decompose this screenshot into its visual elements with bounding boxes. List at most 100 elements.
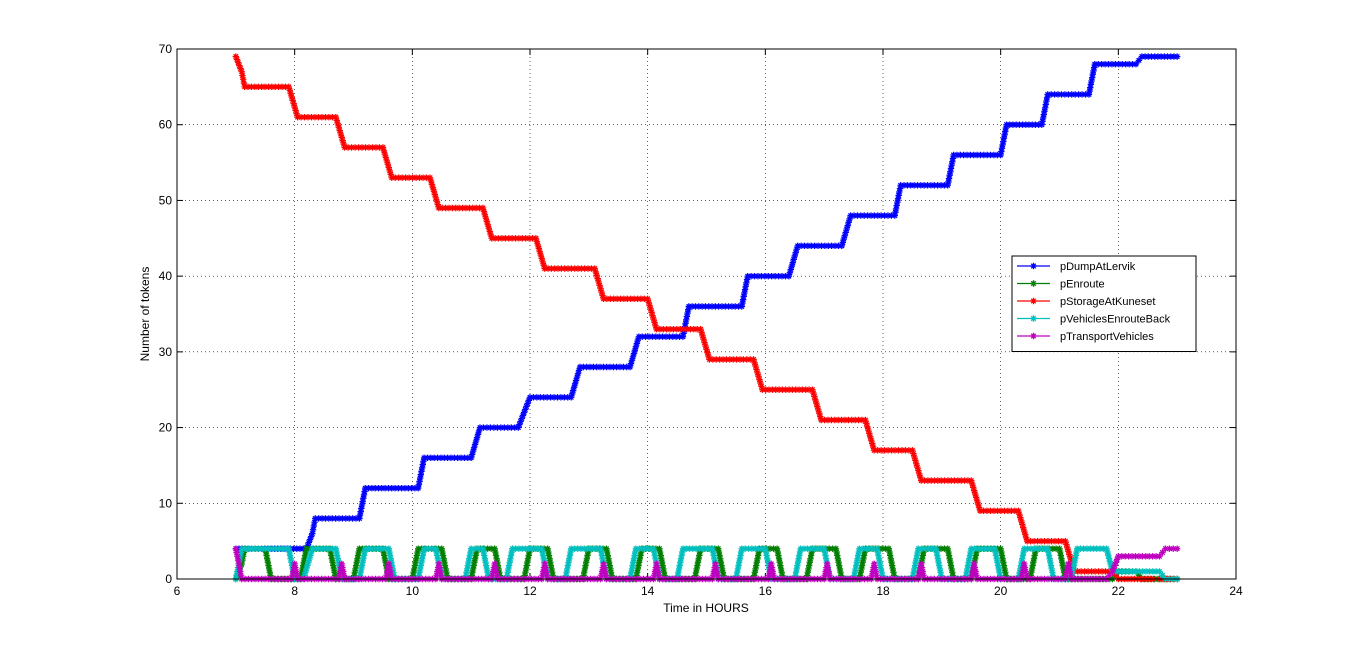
data-point: [415, 484, 422, 492]
data-point: [1104, 548, 1111, 556]
data-point: [801, 242, 808, 250]
data-point: [754, 369, 761, 377]
data-point: [771, 272, 779, 280]
data-point: [333, 117, 341, 124]
data-point: [634, 295, 641, 303]
data-point: [938, 477, 945, 484]
data-point: [346, 515, 353, 522]
data-point: [1149, 568, 1156, 575]
data-point: [1069, 569, 1076, 576]
data-point: [896, 188, 903, 196]
data-point: [233, 56, 241, 63]
data-point: [613, 363, 620, 371]
data-point: [698, 329, 705, 336]
data-point: [683, 313, 691, 320]
legend-item-pvehiclesenrouteback: pVehiclesEnrouteBack: [1017, 314, 1171, 326]
data-point: [641, 295, 648, 303]
data-point: [873, 545, 881, 552]
data-point: [285, 545, 292, 552]
data-point: [740, 356, 747, 363]
data-point: [635, 562, 642, 569]
data-point: [610, 363, 617, 371]
data-point: [546, 555, 553, 563]
data-point: [996, 572, 1004, 579]
data-point: [600, 295, 607, 303]
data-point: [1040, 111, 1048, 118]
data-point: [1022, 534, 1030, 541]
data-point: [292, 564, 299, 571]
data-point: [433, 552, 441, 559]
data-point: [294, 113, 301, 121]
data-point: [522, 545, 529, 552]
data-point: [408, 484, 415, 492]
data-point: [419, 174, 427, 181]
data-point: [1044, 537, 1052, 545]
data-point: [833, 548, 840, 556]
data-point: [530, 394, 537, 401]
data-point: [541, 265, 548, 272]
data-point: [881, 212, 888, 219]
data-point: [603, 295, 611, 303]
data-point: [303, 545, 310, 552]
data-point: [672, 333, 680, 340]
data-point: [330, 562, 337, 569]
data-point: [332, 113, 340, 121]
data-point: [1142, 553, 1149, 560]
data-point: [974, 545, 982, 552]
data-point: [752, 562, 760, 569]
data-point: [846, 215, 853, 223]
data-point: [1028, 569, 1035, 576]
data-point: [1077, 568, 1085, 575]
data-point: [232, 53, 240, 60]
data-point: [677, 555, 685, 563]
data-point: [1002, 128, 1009, 135]
data-point: [1112, 572, 1119, 579]
data-point: [494, 558, 501, 566]
data-point: [1054, 91, 1062, 98]
data-point: [789, 386, 796, 393]
x-axis-label: Time in HOURS: [663, 601, 749, 615]
data-point: [929, 545, 936, 552]
data-point: [768, 564, 776, 571]
data-point: [536, 248, 544, 255]
data-point: [1173, 545, 1181, 552]
data-point: [329, 515, 336, 522]
data-point: [751, 569, 759, 576]
data-point: [372, 545, 379, 552]
data-point: [265, 83, 272, 91]
data-point: [718, 303, 726, 310]
data-point: [441, 454, 448, 462]
data-point: [574, 265, 582, 272]
data-point: [518, 545, 526, 552]
data-point: [544, 545, 551, 552]
data-point: [745, 545, 752, 552]
data-point: [654, 568, 662, 575]
data-point: [627, 360, 635, 367]
data-point: [837, 569, 844, 576]
data-point: [603, 363, 610, 371]
data-point: [991, 545, 998, 552]
data-point: [970, 484, 977, 491]
data-point: [318, 113, 326, 121]
data-point: [413, 555, 420, 563]
data-point: [232, 545, 240, 552]
data-point: [915, 545, 922, 552]
x-tick-label: 8: [291, 584, 298, 598]
data-point: [420, 548, 427, 556]
data-point: [863, 545, 870, 552]
data-point: [398, 174, 406, 181]
data-point: [950, 151, 957, 159]
data-point: [1046, 555, 1053, 563]
data-point: [600, 560, 607, 568]
data-point: [383, 157, 391, 165]
data-point: [1060, 569, 1068, 576]
data-point: [764, 558, 772, 566]
data-point: [476, 204, 483, 212]
data-point: [334, 120, 342, 128]
data-point: [737, 552, 744, 559]
data-point: [441, 558, 448, 566]
data-point: [282, 545, 289, 552]
data-point: [772, 386, 779, 393]
data-point: [418, 558, 425, 566]
data-point: [467, 545, 475, 552]
